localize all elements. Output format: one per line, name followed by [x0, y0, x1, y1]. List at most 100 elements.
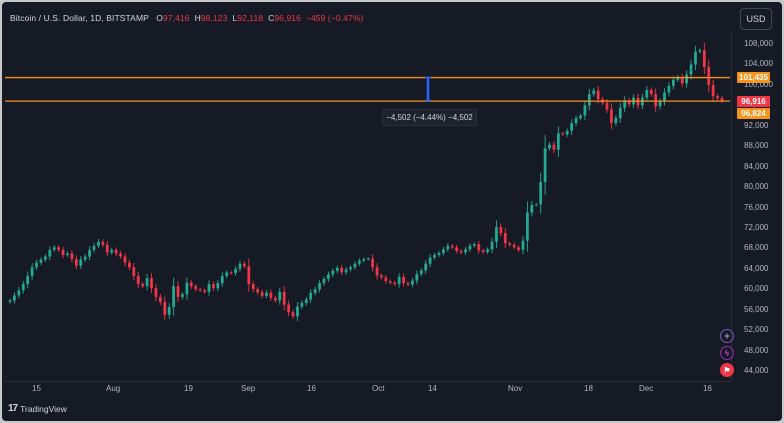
candle-body [181, 294, 184, 297]
candle-body [48, 249, 52, 257]
price-tick-label: 44,000 [744, 366, 769, 375]
candle-body [52, 247, 56, 250]
close-label: C [268, 13, 275, 23]
candle-body [459, 250, 463, 253]
candle-body [300, 303, 304, 307]
candle-body [176, 286, 180, 297]
bolt-icon[interactable]: ϟ [720, 346, 734, 360]
candle-body [517, 247, 520, 250]
open-label: O [156, 13, 164, 23]
candle-body [592, 90, 596, 95]
candle-body [154, 288, 158, 297]
time-tick-label: 14 [428, 384, 437, 393]
price-tag: 96,916 [737, 96, 770, 107]
candle-body [92, 245, 96, 250]
candle-body [238, 263, 242, 269]
high-label: H [194, 13, 201, 23]
price-tick-label: 76,000 [744, 202, 769, 212]
candle-body [331, 270, 335, 275]
candle-body [552, 144, 556, 150]
candle-body [30, 267, 34, 276]
candle-body [380, 275, 383, 278]
candle-body [136, 275, 140, 285]
candle-body [243, 263, 246, 267]
candle-body [287, 304, 290, 313]
candle-body [158, 296, 162, 303]
candle-body [344, 269, 348, 273]
tradingview-logo[interactable]: 17 TradingView [8, 403, 67, 414]
price-axis-divider [731, 32, 732, 382]
candle-body [539, 181, 543, 205]
candle-body [322, 279, 326, 284]
candle-body [371, 258, 375, 268]
price-tick-label: 80,000 [744, 182, 769, 192]
candle-body [671, 79, 675, 86]
candle-body [66, 253, 69, 256]
tradingview-mark-icon: 17 [8, 403, 18, 414]
price-tick-label: 84,000 [744, 161, 769, 171]
candle-body [526, 212, 529, 241]
candle-body [442, 249, 445, 253]
candle-body [225, 272, 229, 276]
candle-body [676, 77, 680, 80]
candle-body [574, 118, 578, 124]
candle-body [44, 256, 47, 260]
candle-body [150, 278, 153, 289]
candle-body [327, 274, 330, 280]
candle-body [278, 291, 282, 301]
candle-body [304, 299, 308, 304]
candle-body [349, 267, 352, 270]
candle-body [273, 297, 277, 301]
candle-body [313, 289, 317, 293]
candle-body [79, 259, 83, 266]
high-value: 98,123 [200, 13, 228, 23]
candle-body [689, 64, 693, 75]
candle-body [282, 291, 286, 305]
time-tick-label: 16 [703, 384, 712, 393]
candle-body [707, 66, 711, 85]
candle-body [530, 204, 534, 213]
candle-body [618, 107, 622, 119]
candle-body [411, 280, 414, 285]
candle-body [83, 256, 87, 260]
candle-body [216, 283, 220, 289]
candle-body [627, 100, 631, 105]
currency-button[interactable]: USD [740, 8, 772, 30]
candle-body [362, 259, 366, 261]
time-tick-label: 15 [32, 384, 41, 393]
candle-body [406, 283, 410, 285]
price-tick-label: 108,000 [744, 39, 773, 48]
symbol-legend: Bitcoin / U.S. Dollar, 1D, BITSTAMP O97,… [10, 13, 363, 23]
price-tick-label: 72,000 [744, 222, 769, 232]
time-tick-label: Nov [508, 384, 523, 393]
candle-body [145, 278, 149, 287]
candle-body [680, 77, 684, 84]
low-label: L [232, 13, 238, 23]
candle-body [21, 284, 25, 291]
candle-body [645, 89, 649, 98]
time-tick-label: Dec [639, 384, 654, 393]
time-tick-label: 18 [584, 384, 593, 393]
price-tick-label: 52,000 [744, 325, 769, 335]
candle-body [393, 282, 397, 285]
candle-body [105, 244, 109, 253]
candle-body [101, 241, 105, 245]
candle-body [269, 292, 273, 298]
candle-body [366, 258, 370, 260]
candle-body [340, 267, 344, 273]
change-value: −459 (−0.47%) [305, 13, 364, 23]
candle-body [123, 256, 127, 263]
candle-body [702, 50, 706, 67]
candle-body [503, 233, 507, 244]
plus-icon[interactable]: + [720, 329, 734, 343]
flag-icon[interactable]: ⚑ [720, 363, 734, 377]
candle-body [265, 292, 268, 296]
close-value: 96,916 [274, 13, 301, 23]
candle-body [57, 247, 61, 250]
candle-body [260, 292, 264, 296]
candle-body [397, 276, 401, 285]
low-value: 92,118 [237, 13, 264, 23]
candle-body [291, 312, 295, 317]
